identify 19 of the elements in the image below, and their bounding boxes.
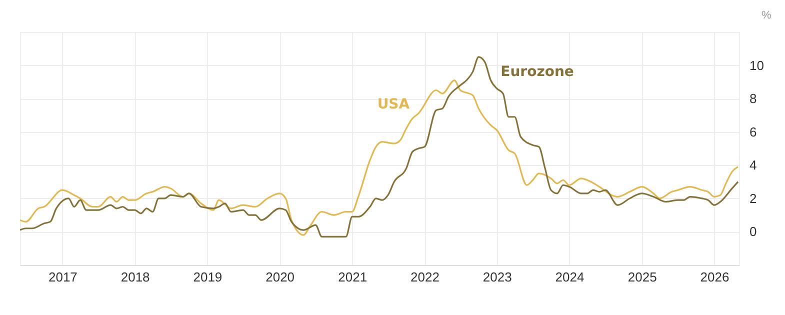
y-axis-title: % <box>762 10 772 22</box>
y-tick-label: 10 <box>750 58 764 73</box>
x-tick-label: 2019 <box>193 270 222 284</box>
x-tick-label: 2024 <box>555 270 584 284</box>
x-tick-label: 2018 <box>120 270 150 284</box>
x-tick-label: 2026 <box>700 270 730 284</box>
series-label: Eurozone <box>500 64 574 80</box>
y-tick-label: 6 <box>750 124 757 140</box>
y-tick-label: 0 <box>750 224 757 240</box>
series-label: USA <box>377 96 410 112</box>
y-tick-label: 2 <box>750 190 757 206</box>
x-tick-label: 2025 <box>628 270 657 284</box>
x-tick-label: 2021 <box>338 270 368 284</box>
x-tick-label: 2017 <box>48 270 78 284</box>
x-tick-label: 2023 <box>482 270 512 284</box>
y-tick-label: 4 <box>750 158 757 173</box>
x-tick-label: 2022 <box>410 270 440 284</box>
y-tick-label: 8 <box>750 91 757 106</box>
x-tick-label: 2020 <box>266 270 295 284</box>
